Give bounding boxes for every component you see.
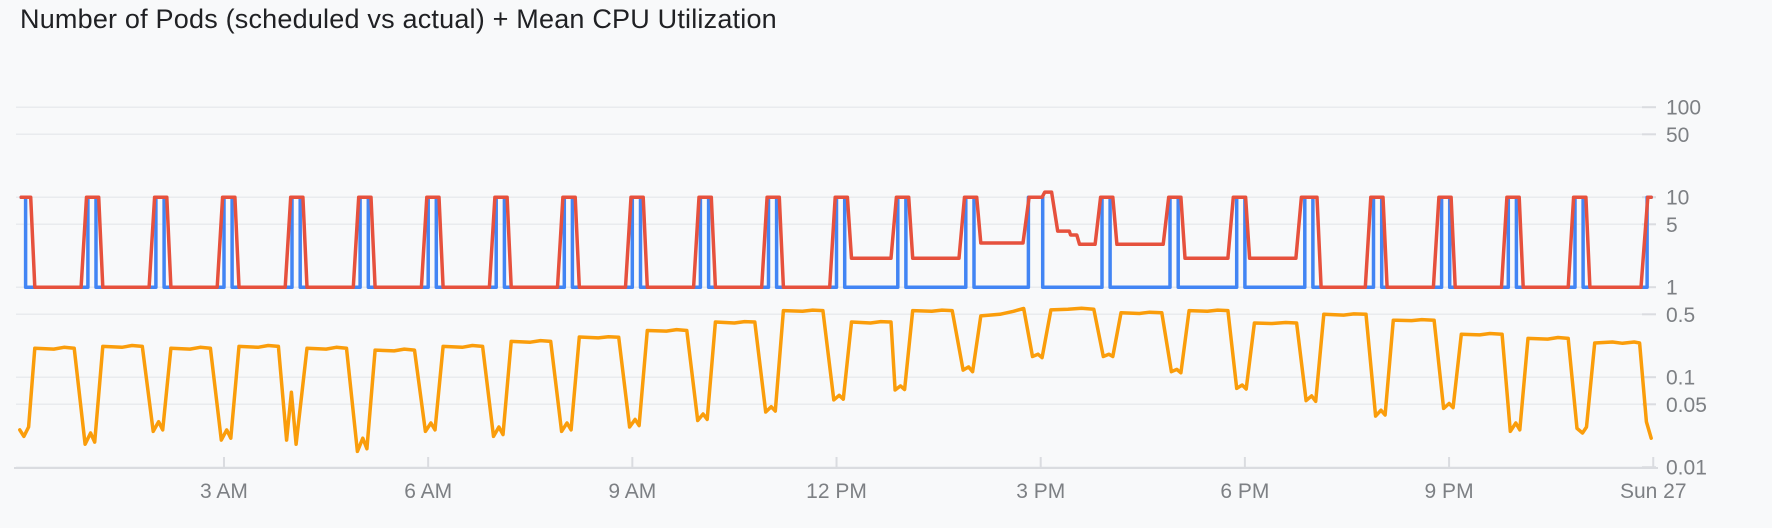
y-axis-label-0.01: 0.01 bbox=[1666, 457, 1707, 480]
x-axis-label-3 AM: 3 AM bbox=[200, 480, 248, 503]
x-axis-label-6 AM: 6 AM bbox=[404, 480, 452, 503]
chart-title: Number of Pods (scheduled vs actual) + M… bbox=[20, 4, 777, 34]
y-axis-label-5: 5 bbox=[1666, 214, 1678, 237]
x-axis-label-3 PM: 3 PM bbox=[1016, 480, 1065, 503]
y-axis-label-10: 10 bbox=[1666, 187, 1689, 210]
x-axis-label-9 PM: 9 PM bbox=[1425, 480, 1474, 503]
y-axis-label-0.1: 0.1 bbox=[1666, 367, 1695, 390]
series-line-mean-cpu-utilization bbox=[18, 306, 1653, 454]
y-axis-label-0.05: 0.05 bbox=[1666, 394, 1707, 417]
x-axis-label-Sun 27: Sun 27 bbox=[1620, 480, 1687, 503]
x-axis-label-12 PM: 12 PM bbox=[806, 480, 867, 503]
y-axis-label-50: 50 bbox=[1666, 124, 1689, 147]
series-line-scheduled-pods bbox=[19, 195, 1653, 289]
y-axis-label-100: 100 bbox=[1666, 97, 1701, 120]
x-axis-label-9 AM: 9 AM bbox=[608, 480, 656, 503]
y-axis-label-1: 1 bbox=[1666, 277, 1678, 300]
x-axis-label-6 PM: 6 PM bbox=[1220, 480, 1269, 503]
series-line-actual-pods bbox=[19, 190, 1653, 289]
y-axis-label-0.5: 0.5 bbox=[1666, 304, 1695, 327]
